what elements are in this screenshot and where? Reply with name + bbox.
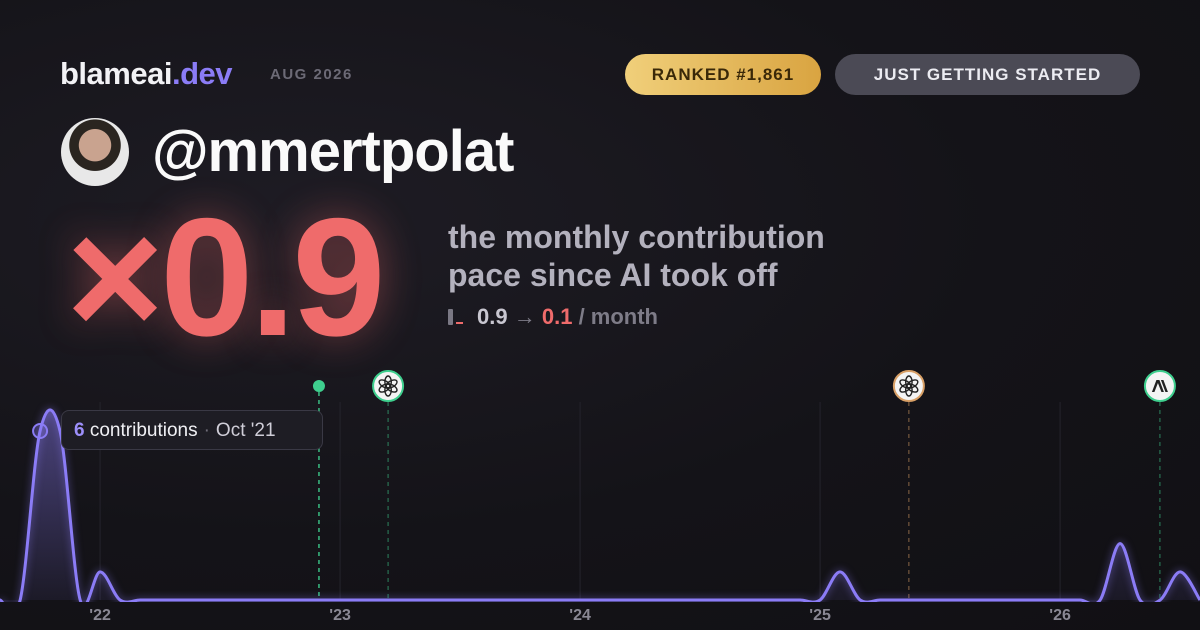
logo-petal [378,379,391,389]
event-icon [372,370,405,402]
description: pace since AI took off [448,257,778,293]
x-tick-label: '25 [809,607,831,624]
level-badge: JUST GETTING STARTED [835,54,1140,95]
event-marker [892,370,925,600]
brand-tld: .dev [171,56,233,91]
tooltip-date: Oct '21 [215,420,276,441]
pace-after: 0.1 [541,304,573,329]
x-tick-label: '26 [1049,607,1071,624]
line [0,408,1200,602]
x-tick-label: '23 [329,607,351,624]
event-marker [1143,370,1176,600]
logo-petal [899,379,912,389]
pace-before: 0.9 [477,304,508,329]
tooltip-value: 6 [74,420,85,441]
arrow: → [513,304,536,329]
multiplier: ×0.9 [66,183,386,371]
avatar [61,118,129,186]
rank-badge: RANKED #1,861 [625,54,821,95]
unit: / month [578,304,658,329]
date: AUG 2026 [270,66,353,83]
brand: blameai.dev [60,56,232,92]
x-tick-label: '24 [569,607,591,624]
event-dot [312,380,325,392]
logo-glyph [1151,380,1168,392]
username: @mmertpolat [152,119,514,184]
tooltip-separator: · [203,420,210,441]
tooltip-label: contributions [89,420,198,441]
x-tick-label: '22 [89,607,111,624]
brand-name: blameai [60,56,172,91]
event-marker [372,370,405,600]
plot [0,408,1200,602]
tooltip: 6 contributions · Oct '21 [61,410,323,450]
tooltip-marker [32,423,49,439]
event-icon [892,370,925,402]
pace-stats: 0.9 → 0.1 / month [448,304,658,330]
description: the monthly contribution [448,219,825,255]
